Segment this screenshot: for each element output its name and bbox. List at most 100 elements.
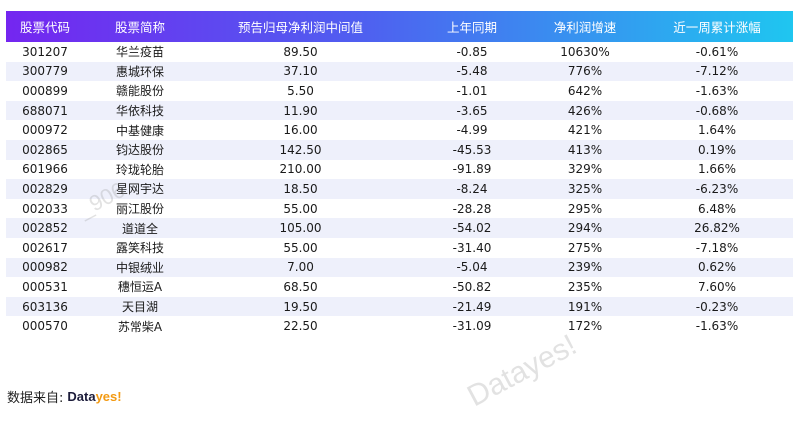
cell-forecast-profit: 18.50 bbox=[283, 181, 318, 196]
cell-stock-name: 丽江股份 bbox=[115, 202, 164, 217]
cell-stock-name: 露笑科技 bbox=[115, 241, 164, 256]
cell-weekly-change: 1.66% bbox=[697, 162, 737, 177]
datayes-logo: Datayes! bbox=[67, 389, 121, 404]
cell-weekly-change: -1.63% bbox=[695, 83, 739, 98]
cell-profit-growth: 295% bbox=[567, 201, 603, 216]
logo-text-data: Data bbox=[67, 389, 96, 404]
cell-weekly-change: -0.68% bbox=[695, 103, 739, 118]
cell-stock-code: 688071 bbox=[22, 103, 68, 118]
table-row[interactable]: 002852 道道全 105.00 -54.02 294% 26.82% bbox=[6, 218, 793, 238]
cell-stock-name: 中银绒业 bbox=[115, 260, 164, 275]
table-row[interactable]: 002865 钧达股份 142.50 -45.53 413% 0.19% bbox=[6, 139, 793, 160]
cell-forecast-profit: 210.00 bbox=[279, 162, 322, 177]
table-row[interactable]: 002829 星网宇达 18.50 -8.24 325% -6.23% bbox=[6, 179, 793, 199]
cell-prior-year: -28.28 bbox=[452, 201, 492, 216]
cell-profit-growth: 426% bbox=[567, 103, 603, 118]
cell-stock-name: 星网宇达 bbox=[115, 182, 164, 197]
cell-forecast-profit: 16.00 bbox=[283, 123, 318, 138]
cell-prior-year: -31.09 bbox=[452, 319, 492, 334]
cell-stock-code: 000899 bbox=[22, 83, 68, 98]
logo-text-yes: yes! bbox=[95, 389, 122, 404]
cell-forecast-profit: 89.50 bbox=[283, 44, 318, 59]
table-row[interactable]: 688071 华依科技 11.90 -3.65 426% -0.68% bbox=[6, 100, 793, 121]
header-stock-name[interactable]: 股票简称 bbox=[114, 20, 165, 35]
cell-stock-name: 道道全 bbox=[121, 221, 158, 236]
cell-stock-name: 穗恒运A bbox=[117, 280, 163, 295]
cell-stock-code: 002033 bbox=[22, 201, 68, 216]
cell-profit-growth: 421% bbox=[567, 123, 603, 138]
cell-profit-growth: 776% bbox=[567, 64, 603, 79]
cell-forecast-profit: 7.00 bbox=[287, 260, 314, 275]
cell-stock-code: 601966 bbox=[22, 162, 68, 177]
source-label: 数据来自: bbox=[7, 391, 64, 406]
header-stock-code[interactable]: 股票代码 bbox=[19, 20, 70, 35]
cell-forecast-profit: 19.50 bbox=[283, 299, 318, 314]
cell-prior-year: -1.01 bbox=[456, 83, 488, 98]
data-source: 数据来自: Datayes! bbox=[7, 387, 122, 406]
cell-stock-name: 赣能股份 bbox=[115, 84, 164, 99]
cell-stock-name: 天目湖 bbox=[121, 300, 158, 315]
cell-profit-growth: 275% bbox=[567, 240, 603, 255]
table-row[interactable]: 603136 天目湖 19.50 -21.49 191% -0.23% bbox=[6, 296, 793, 317]
cell-prior-year: -8.24 bbox=[456, 181, 488, 196]
cell-profit-growth: 413% bbox=[567, 142, 603, 157]
cell-weekly-change: -7.12% bbox=[695, 64, 739, 79]
cell-stock-code: 000982 bbox=[22, 260, 68, 275]
cell-prior-year: -4.99 bbox=[456, 123, 488, 138]
cell-profit-growth: 191% bbox=[567, 299, 603, 314]
cell-prior-year: -21.49 bbox=[452, 299, 492, 314]
cell-prior-year: -5.48 bbox=[456, 64, 488, 79]
cell-profit-growth: 642% bbox=[567, 83, 603, 98]
cell-forecast-profit: 68.50 bbox=[283, 279, 318, 294]
cell-profit-growth: 235% bbox=[567, 279, 603, 294]
cell-stock-code: 002617 bbox=[22, 240, 68, 255]
cell-prior-year: -91.89 bbox=[452, 162, 492, 177]
header-forecast-profit[interactable]: 预告归母净利润中间值 bbox=[237, 20, 363, 35]
table-row[interactable]: 300779 惠城环保 37.10 -5.48 776% -7.12% bbox=[6, 61, 793, 82]
cell-forecast-profit: 105.00 bbox=[279, 221, 322, 236]
cell-stock-code: 002852 bbox=[22, 221, 68, 236]
cell-stock-code: 000972 bbox=[22, 123, 68, 138]
table-header-row: 股票代码 股票简称 预告归母净利润中间值 上年同期 净利润增速 近一周累计涨幅 bbox=[6, 11, 793, 42]
cell-stock-name: 苏常柴A bbox=[117, 319, 163, 334]
cell-profit-growth: 172% bbox=[567, 319, 603, 334]
cell-prior-year: -31.40 bbox=[452, 240, 492, 255]
cell-forecast-profit: 142.50 bbox=[279, 142, 322, 157]
table-row[interactable]: 002033 丽江股份 55.00 -28.28 295% 6.48% bbox=[6, 199, 793, 219]
header-prior-year[interactable]: 上年同期 bbox=[446, 20, 497, 35]
cell-stock-name: 玲珑轮胎 bbox=[115, 162, 164, 177]
cell-stock-name: 华依科技 bbox=[115, 104, 164, 119]
cell-weekly-change: -6.23% bbox=[695, 181, 739, 196]
cell-prior-year: -0.85 bbox=[456, 44, 488, 59]
cell-stock-name: 中基健康 bbox=[115, 123, 164, 138]
cell-forecast-profit: 5.50 bbox=[287, 83, 314, 98]
cell-prior-year: -54.02 bbox=[452, 221, 492, 236]
header-profit-growth[interactable]: 净利润增速 bbox=[553, 20, 617, 35]
table-row[interactable]: 301207 华兰疫苗 89.50 -0.85 10630% -0.61% bbox=[6, 42, 793, 62]
cell-weekly-change: 1.64% bbox=[697, 123, 737, 138]
watermark-main: Datayes! bbox=[462, 328, 583, 414]
table-row[interactable]: 000982 中银绒业 7.00 -5.04 239% 0.62% bbox=[6, 257, 793, 278]
cell-weekly-change: 26.82% bbox=[694, 221, 740, 236]
cell-stock-code: 603136 bbox=[22, 299, 68, 314]
cell-stock-code: 000570 bbox=[22, 319, 68, 334]
cell-stock-code: 301207 bbox=[22, 44, 68, 59]
table-row[interactable]: 000972 中基健康 16.00 -4.99 421% 1.64% bbox=[6, 120, 793, 140]
cell-stock-code: 002829 bbox=[22, 181, 68, 196]
cell-stock-name: 钧达股份 bbox=[115, 143, 164, 158]
table-row[interactable]: 601966 玲珑轮胎 210.00 -91.89 329% 1.66% bbox=[6, 160, 793, 180]
table-row[interactable]: 000899 赣能股份 5.50 -1.01 642% -1.63% bbox=[6, 81, 793, 101]
cell-stock-name: 惠城环保 bbox=[115, 64, 164, 79]
cell-profit-growth: 325% bbox=[567, 181, 603, 196]
table-row[interactable]: 002617 露笑科技 55.00 -31.40 275% -7.18% bbox=[6, 238, 793, 258]
cell-weekly-change: -7.18% bbox=[695, 240, 739, 255]
data-table: 股票代码 股票简称 预告归母净利润中间值 上年同期 净利润增速 近一周累计涨幅 … bbox=[6, 11, 793, 336]
cell-stock-code: 000531 bbox=[22, 279, 68, 294]
table-row[interactable]: 000570 苏常柴A 22.50 -31.09 172% -1.63% bbox=[6, 316, 793, 336]
cell-stock-code: 002865 bbox=[22, 142, 68, 157]
table-row[interactable]: 000531 穗恒运A 68.50 -50.82 235% 7.60% bbox=[6, 277, 793, 297]
cell-stock-code: 300779 bbox=[22, 64, 68, 79]
cell-forecast-profit: 55.00 bbox=[283, 240, 318, 255]
header-weekly-change[interactable]: 近一周累计涨幅 bbox=[673, 20, 761, 35]
cell-profit-growth: 294% bbox=[567, 221, 603, 236]
